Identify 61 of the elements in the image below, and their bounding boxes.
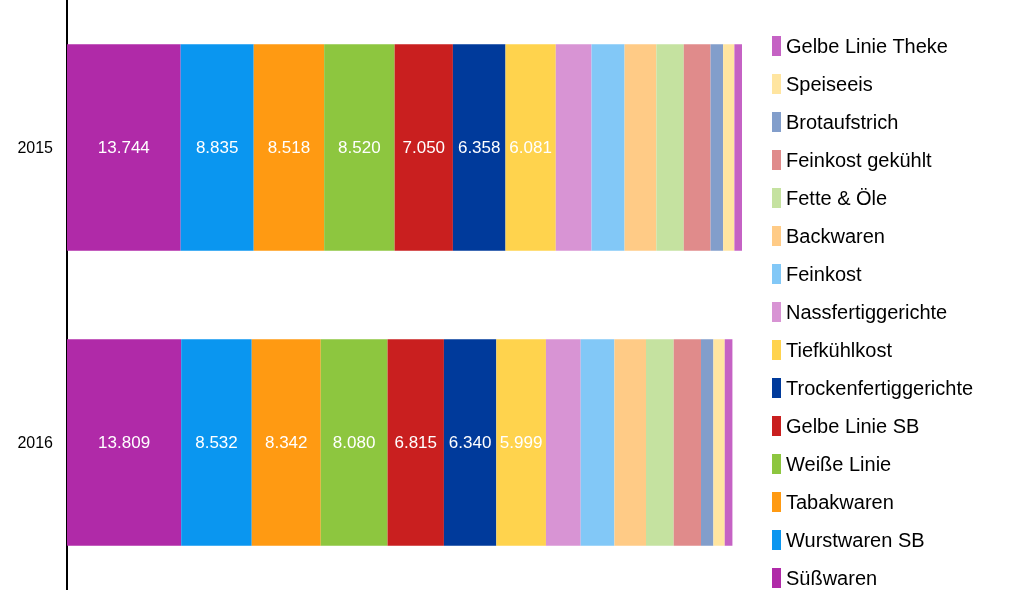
bar: [646, 339, 674, 546]
bar: [443, 339, 497, 546]
bar: [181, 339, 252, 546]
legend-label: Tabakwaren: [786, 491, 894, 513]
data-label: 6.340: [448, 433, 492, 452]
data-label: 6.358: [457, 138, 501, 157]
bar: [324, 44, 395, 251]
data-label: 5.999: [499, 433, 543, 452]
bar: [253, 44, 325, 251]
bar: [67, 44, 181, 251]
bar: [724, 339, 733, 546]
data-label: 8.520: [338, 138, 381, 157]
legend-label: Wurstwaren SB: [786, 529, 925, 551]
bar: [700, 339, 714, 546]
legend-label: Brotaufstrich: [786, 111, 899, 133]
legend-label: Fette & Öle: [786, 187, 888, 209]
bar: [452, 44, 506, 251]
bar: [734, 44, 742, 251]
data-label: 6.081: [509, 138, 552, 157]
legend-label: Gelbe Linie SB: [786, 415, 920, 437]
data-label: 7.050: [402, 138, 446, 157]
bar: [496, 339, 546, 546]
bar: [394, 44, 453, 251]
bar: [656, 44, 684, 251]
legend-label: Speiseeis: [786, 73, 873, 95]
data-label: 13.809: [98, 433, 151, 452]
legend-label: Gelbe Linie Theke: [786, 35, 948, 57]
bar: [713, 339, 725, 546]
data-label: 8.518: [267, 138, 311, 157]
bar: [624, 44, 657, 251]
bar: [555, 44, 592, 251]
bar: [251, 339, 321, 546]
data-label: 13.744: [97, 138, 150, 157]
bar: [387, 339, 444, 546]
legend-label: Süßwaren: [786, 567, 878, 589]
legend-label: Trockenfertiggerichte: [786, 377, 974, 399]
data-label: 8.532: [195, 433, 238, 452]
legend-label: Weiße Linie: [786, 453, 892, 475]
legend-label: Feinkost gekühlt: [786, 149, 933, 171]
legend-label: Feinkost: [786, 263, 863, 285]
bar: [505, 44, 556, 251]
bar: [545, 339, 581, 546]
bar: [673, 339, 701, 546]
bar: [710, 44, 724, 251]
y-tick-label: 2015: [17, 139, 54, 156]
bar: [67, 339, 182, 546]
bar: [683, 44, 711, 251]
legend-label: Tiefkühlkost: [786, 339, 893, 361]
y-tick-label: 2016: [17, 434, 54, 451]
data-label: 6.815: [394, 433, 437, 452]
bar: [580, 339, 615, 546]
bar: [614, 339, 646, 546]
legend-label: Nassfertiggerichte: [786, 301, 948, 323]
legend-label: Backwaren: [786, 225, 885, 247]
bar: [723, 44, 735, 251]
bar: [180, 44, 254, 251]
bar: [320, 339, 388, 546]
bar: [591, 44, 625, 251]
data-label: 8.835: [195, 138, 239, 157]
data-label: 8.342: [264, 433, 308, 452]
data-label: 8.080: [332, 433, 376, 452]
